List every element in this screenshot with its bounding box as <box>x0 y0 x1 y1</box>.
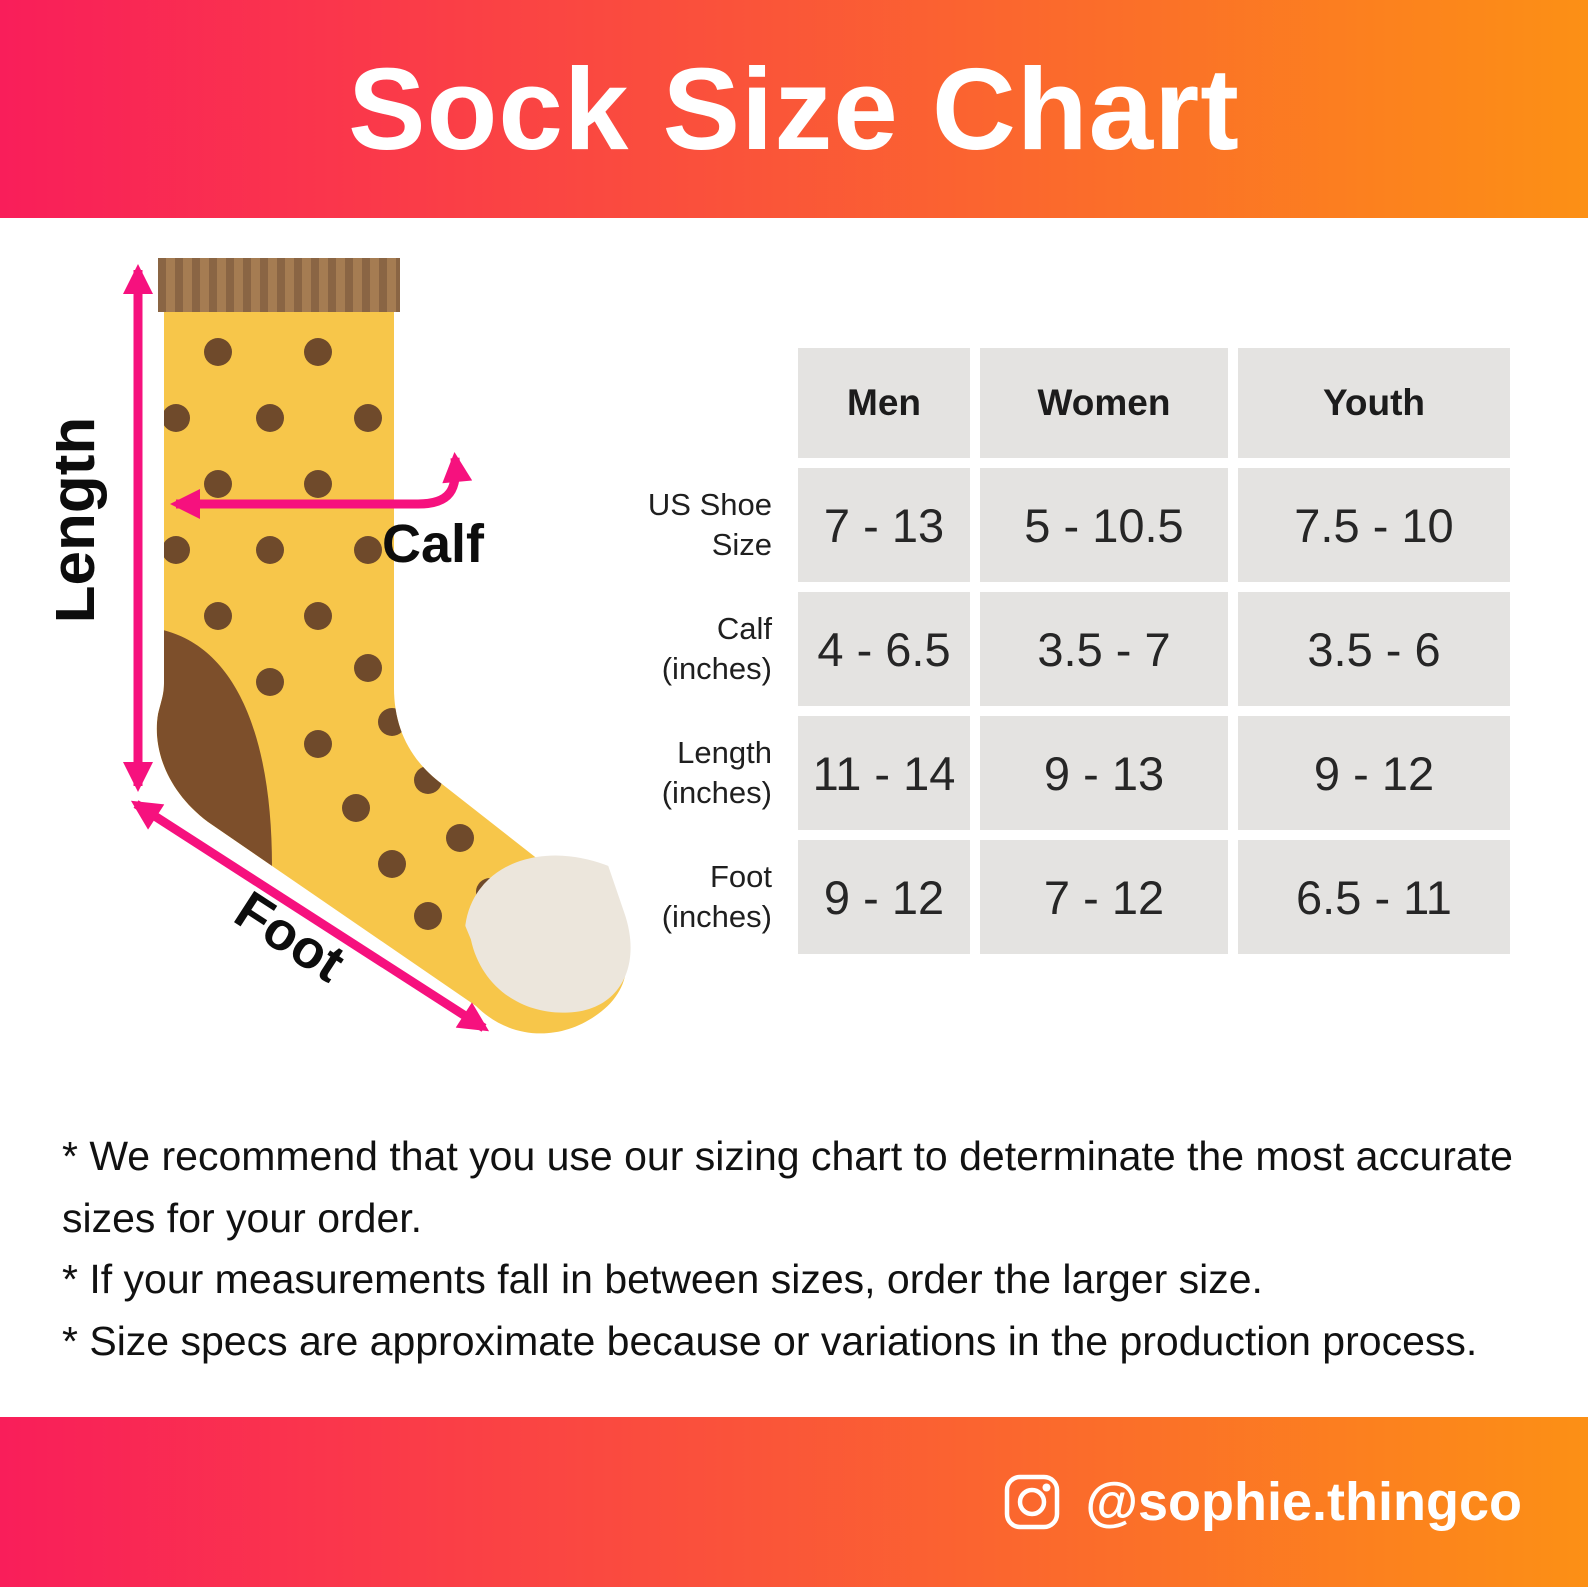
sock-cuff <box>158 258 400 312</box>
table-cell: 9 - 13 <box>980 716 1228 830</box>
page-title: Sock Size Chart <box>348 44 1240 174</box>
table-cell: 5 - 10.5 <box>980 468 1228 582</box>
instagram-icon <box>1003 1473 1061 1531</box>
sock-measurement-diagram: Length Calf Foot <box>39 252 716 1072</box>
length-label: Length <box>56 417 108 624</box>
table-cell: 7.5 - 10 <box>1238 468 1510 582</box>
notes: * We recommend that you use our sizing c… <box>62 1126 1522 1372</box>
table-cell: 7 - 12 <box>980 840 1228 954</box>
note-line: * Size specs are approximate because or … <box>62 1317 1478 1364</box>
table-cell: 9 - 12 <box>798 840 970 954</box>
column-header-women: Women <box>980 348 1228 458</box>
table-cell: 6.5 - 11 <box>1238 840 1510 954</box>
table-cell: 3.5 - 6 <box>1238 592 1510 706</box>
sock-illustration: Length Calf Foot <box>39 258 708 1045</box>
instagram-handle: @sophie.thingco <box>1085 1472 1522 1532</box>
table-cell: 3.5 - 7 <box>980 592 1228 706</box>
footer-banner: @sophie.thingco <box>0 1417 1588 1587</box>
calf-label: Calf <box>382 514 485 574</box>
foot-arrow <box>130 800 490 1032</box>
calf-arrow <box>170 452 473 519</box>
column-header-youth: Youth <box>1238 348 1510 458</box>
note-line: * If your measurements fall in between s… <box>62 1256 1263 1302</box>
row-label-foot: Foot (inches) <box>661 858 772 934</box>
column-header-men: Men <box>798 348 970 458</box>
row-label-calf: Calf (inches) <box>661 610 772 686</box>
row-label-length: Length (inches) <box>661 734 772 810</box>
header-banner: Sock Size Chart <box>0 0 1588 218</box>
note-line: * We recommend that you use our sizing c… <box>62 1133 1513 1241</box>
table-cell: 9 - 12 <box>1238 716 1510 830</box>
table-corner-cell <box>620 348 788 458</box>
table-cell: 11 - 14 <box>798 716 970 830</box>
size-table: Men Women Youth US Shoe Size 7 - 13 5 - … <box>620 348 1510 954</box>
table-cell: 4 - 6.5 <box>798 592 970 706</box>
row-label-shoe-size: US Shoe Size <box>647 486 772 562</box>
table-cell: 7 - 13 <box>798 468 970 582</box>
